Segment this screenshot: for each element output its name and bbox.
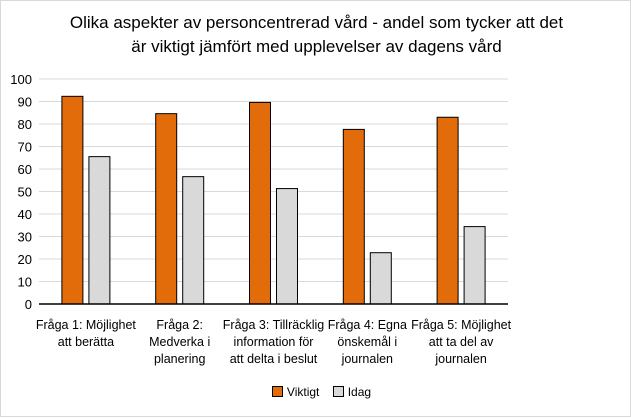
bar-viktigt (342, 128, 365, 305)
legend-label-viktigt: Viktigt (286, 385, 320, 399)
y-tick-label: 10 (18, 275, 32, 290)
title-line-1: Olika aspekter av personcentrerad vård -… (69, 13, 564, 32)
y-tick-label: 60 (18, 162, 32, 177)
y-tick-label: 80 (18, 117, 32, 132)
bar-idag (276, 188, 298, 305)
y-tick-label: 0 (25, 297, 32, 312)
x-tick-label: journalen (434, 352, 486, 366)
y-tick-label: 20 (18, 252, 32, 267)
bar-idag (463, 226, 486, 305)
bar-viktigt (436, 116, 459, 305)
x-tick-label: planering (154, 352, 205, 366)
x-tick-label: information för (234, 335, 314, 349)
x-tick-label: att ta del av (429, 335, 494, 349)
legend-swatch-idag (332, 386, 344, 397)
bar-viktigt (61, 95, 84, 305)
legend-swatch-viktigt (271, 386, 283, 397)
bar-viktigt (155, 113, 178, 305)
title-line-2: är viktigt jämfört med upplevelser av da… (131, 37, 502, 56)
y-tick-label: 90 (18, 95, 32, 110)
bar-idag (182, 176, 205, 305)
x-tick-label: Fråga 3: Tillräcklig (223, 318, 324, 332)
y-tick-label: 70 (18, 140, 32, 155)
y-tick-label: 40 (18, 207, 32, 222)
x-tick-label: önskemål i (337, 335, 397, 349)
x-tick-label: Fråga 5: Möjlighet (411, 318, 512, 332)
bar-idag (88, 156, 111, 305)
x-tick-label: att delta i beslut (230, 352, 318, 366)
x-tick-label: att berätta (58, 335, 114, 349)
bar-viktigt (249, 101, 271, 305)
y-tick-label: 30 (18, 230, 32, 245)
bar-idag (369, 252, 392, 305)
chart-title: Olika aspekter av personcentrerad vård -… (1, 11, 631, 59)
y-tick-label: 100 (10, 72, 32, 87)
x-tick-label: Fråga 1: Möjlighet (36, 318, 137, 332)
x-tick-label: journalen (341, 352, 393, 366)
x-tick-label: Medverka i (149, 335, 210, 349)
legend-label-idag: Idag (347, 385, 372, 399)
y-tick-label: 50 (18, 185, 32, 200)
x-tick-label: Fråga 4: Egna (328, 318, 407, 332)
x-tick-label: Fråga 2: (156, 318, 203, 332)
legend: Viktigt Idag (1, 385, 631, 399)
